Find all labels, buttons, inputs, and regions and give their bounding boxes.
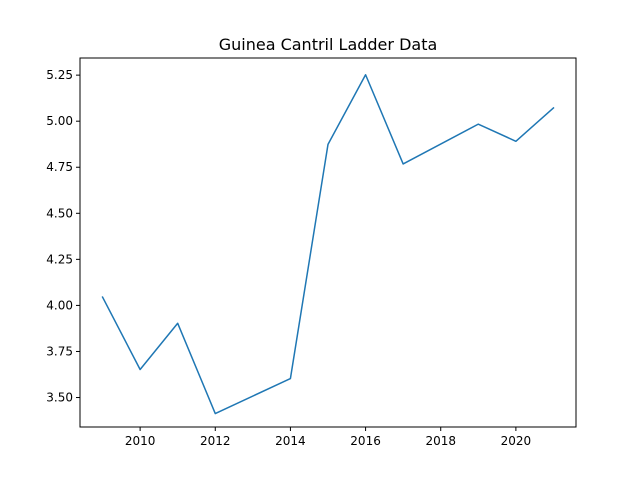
- y-tick-label: 4.75: [46, 160, 73, 174]
- x-tick-label: 2018: [425, 434, 456, 448]
- y-tick-label: 5.25: [46, 68, 73, 82]
- x-tick-label: 2014: [275, 434, 306, 448]
- series-line: [101, 74, 555, 415]
- y-tick-label: 4.50: [46, 206, 73, 220]
- y-tick-label: 4.25: [46, 252, 73, 266]
- x-tick-label: 2010: [125, 434, 156, 448]
- y-tick-label: 3.75: [46, 344, 73, 358]
- x-tick-label: 2020: [501, 434, 532, 448]
- x-tick-label: 2016: [350, 434, 381, 448]
- plot-area: 2010 2012 2014 2016 2018 2020 3.50 3.75 4.00 4.25…: [46, 68, 555, 448]
- y-tick-label: 4.00: [46, 298, 73, 312]
- axes-frame: [79, 57, 577, 428]
- y-tick-label: 5.00: [46, 114, 73, 128]
- chart-title: Guinea Cantril Ladder Data: [219, 35, 438, 54]
- x-tick-label: 2012: [200, 434, 231, 448]
- y-tick-label: 3.50: [46, 391, 73, 405]
